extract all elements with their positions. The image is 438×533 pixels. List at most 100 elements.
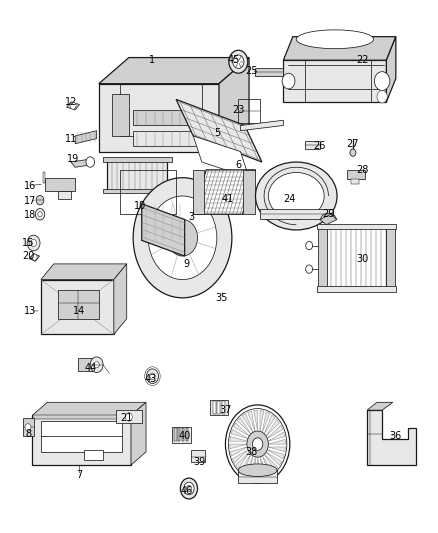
Circle shape [350,149,356,156]
Polygon shape [317,286,396,292]
Polygon shape [133,131,202,147]
Polygon shape [320,214,337,225]
Text: 19: 19 [67,155,79,164]
Text: 18: 18 [24,211,36,220]
Circle shape [133,177,232,298]
Polygon shape [236,452,249,469]
Polygon shape [210,400,228,415]
Polygon shape [41,421,123,452]
Polygon shape [78,358,97,371]
Text: 17: 17 [24,196,36,206]
Polygon shape [240,454,251,473]
Polygon shape [41,264,127,280]
Text: 1: 1 [149,55,155,65]
Polygon shape [230,437,247,441]
Circle shape [31,239,37,247]
Polygon shape [193,170,204,214]
Polygon shape [84,450,103,460]
Text: 6: 6 [235,160,241,169]
Polygon shape [29,254,39,261]
Polygon shape [262,456,273,475]
Polygon shape [23,418,34,436]
Circle shape [282,73,295,89]
Polygon shape [305,141,320,149]
Polygon shape [41,280,114,334]
Circle shape [25,424,31,431]
Circle shape [247,431,268,457]
Polygon shape [186,429,188,441]
Polygon shape [99,58,249,84]
Text: 39: 39 [194,457,206,467]
Text: 28: 28 [357,165,369,175]
Polygon shape [231,430,248,439]
Text: 5: 5 [214,128,220,138]
Polygon shape [258,457,261,478]
Polygon shape [268,432,285,441]
Polygon shape [222,401,225,414]
Polygon shape [172,427,191,443]
Polygon shape [367,402,393,410]
Text: 24: 24 [284,193,296,204]
Text: 14: 14 [74,306,85,316]
Polygon shape [191,450,205,463]
Polygon shape [67,102,79,110]
Polygon shape [230,444,247,449]
Text: 10: 10 [134,201,146,212]
Text: 40: 40 [179,431,191,441]
Text: 12: 12 [65,97,77,107]
Circle shape [374,71,390,91]
Polygon shape [103,157,172,162]
Circle shape [226,405,290,483]
Polygon shape [174,429,177,441]
Polygon shape [255,68,283,76]
Polygon shape [283,37,396,60]
Text: 37: 37 [219,405,232,415]
Polygon shape [193,136,249,177]
Polygon shape [193,170,255,214]
Polygon shape [254,410,258,431]
Polygon shape [116,410,142,423]
Polygon shape [29,241,32,245]
Polygon shape [212,401,215,414]
Circle shape [90,357,103,373]
Polygon shape [182,429,184,441]
Text: 41: 41 [222,193,234,204]
Circle shape [94,361,99,368]
Text: 8: 8 [25,429,31,439]
Polygon shape [251,457,255,478]
Polygon shape [386,37,396,102]
Polygon shape [58,191,71,199]
Polygon shape [230,447,247,456]
Polygon shape [240,120,283,131]
Text: 43: 43 [144,374,156,384]
Circle shape [150,373,155,379]
Circle shape [180,478,198,499]
Text: 30: 30 [357,254,369,264]
Circle shape [70,102,76,109]
Polygon shape [246,456,253,477]
Circle shape [377,91,387,103]
Polygon shape [133,110,202,125]
Polygon shape [233,450,248,463]
Polygon shape [385,225,395,290]
Text: 38: 38 [245,447,257,457]
Polygon shape [260,410,264,431]
Circle shape [148,196,217,280]
Text: 3: 3 [188,212,194,222]
Text: 11: 11 [65,134,77,143]
Polygon shape [219,58,249,151]
Polygon shape [217,401,220,414]
Ellipse shape [268,173,324,220]
Polygon shape [262,412,270,432]
Text: 20: 20 [22,251,34,261]
Ellipse shape [238,464,277,477]
Polygon shape [243,170,255,214]
Polygon shape [103,189,172,193]
Polygon shape [267,450,284,459]
Circle shape [36,196,44,205]
Polygon shape [266,419,279,436]
Circle shape [184,482,194,495]
Text: 13: 13 [24,306,36,316]
Circle shape [233,55,244,69]
Polygon shape [238,470,277,483]
